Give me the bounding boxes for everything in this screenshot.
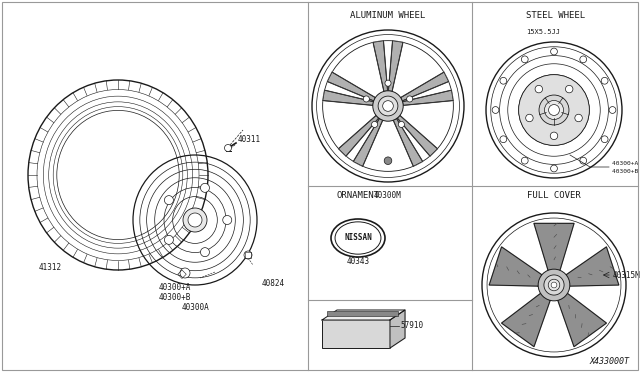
Circle shape xyxy=(372,91,403,121)
Circle shape xyxy=(580,56,587,63)
Circle shape xyxy=(378,96,398,116)
Circle shape xyxy=(580,157,587,164)
Circle shape xyxy=(609,107,616,113)
Circle shape xyxy=(384,157,392,164)
Text: 40300+B (BLACK): 40300+B (BLACK) xyxy=(612,170,640,174)
Polygon shape xyxy=(323,90,373,105)
Circle shape xyxy=(164,196,173,205)
Text: 41312: 41312 xyxy=(38,263,61,273)
Circle shape xyxy=(601,77,608,84)
Circle shape xyxy=(406,96,413,102)
Text: 40315M: 40315M xyxy=(613,270,640,279)
Polygon shape xyxy=(558,294,607,347)
Circle shape xyxy=(372,121,378,128)
Circle shape xyxy=(518,75,589,145)
Circle shape xyxy=(223,215,232,224)
Circle shape xyxy=(551,282,557,288)
Circle shape xyxy=(522,56,528,63)
Circle shape xyxy=(545,100,564,119)
Polygon shape xyxy=(502,294,550,347)
Circle shape xyxy=(566,85,573,93)
Circle shape xyxy=(188,213,202,227)
Circle shape xyxy=(244,251,252,259)
Circle shape xyxy=(601,136,608,142)
Circle shape xyxy=(364,96,369,102)
Circle shape xyxy=(525,114,533,122)
Text: 40300+A: 40300+A xyxy=(159,283,191,292)
Polygon shape xyxy=(390,310,405,348)
Bar xyxy=(178,270,186,279)
Polygon shape xyxy=(397,115,438,156)
Text: FULL COVER: FULL COVER xyxy=(527,192,581,201)
Polygon shape xyxy=(328,72,375,101)
Circle shape xyxy=(535,85,543,93)
Circle shape xyxy=(550,48,557,55)
Polygon shape xyxy=(322,310,405,320)
Circle shape xyxy=(550,132,557,140)
Polygon shape xyxy=(566,247,619,286)
Text: NISSAN: NISSAN xyxy=(344,234,372,243)
Circle shape xyxy=(550,165,557,172)
Circle shape xyxy=(383,101,394,111)
Text: 57910: 57910 xyxy=(400,321,423,330)
Circle shape xyxy=(385,80,391,86)
Circle shape xyxy=(539,95,569,125)
Ellipse shape xyxy=(331,219,385,257)
Text: ORNAMENT: ORNAMENT xyxy=(337,192,380,201)
Polygon shape xyxy=(388,41,403,92)
Polygon shape xyxy=(373,41,388,92)
Text: 15X5.5JJ: 15X5.5JJ xyxy=(526,29,560,35)
Circle shape xyxy=(200,248,209,257)
Text: ALUMINUM WHEEL: ALUMINUM WHEEL xyxy=(350,12,426,20)
Polygon shape xyxy=(489,247,542,286)
Text: 40311: 40311 xyxy=(238,135,261,144)
Circle shape xyxy=(200,183,209,192)
Bar xyxy=(322,320,390,348)
Text: 40300A: 40300A xyxy=(181,304,209,312)
Polygon shape xyxy=(403,90,453,105)
Text: 40343: 40343 xyxy=(346,257,369,266)
Circle shape xyxy=(500,77,507,84)
Polygon shape xyxy=(401,72,449,101)
Circle shape xyxy=(548,279,560,291)
Circle shape xyxy=(575,114,582,122)
Circle shape xyxy=(544,275,564,295)
Text: STEEL WHEEL: STEEL WHEEL xyxy=(527,12,586,20)
Polygon shape xyxy=(353,119,383,166)
Polygon shape xyxy=(394,119,422,166)
Circle shape xyxy=(522,157,528,164)
Circle shape xyxy=(180,268,190,278)
Ellipse shape xyxy=(57,110,179,240)
Text: 40300+B: 40300+B xyxy=(159,292,191,301)
Text: X433000T: X433000T xyxy=(590,357,630,366)
Circle shape xyxy=(492,107,499,113)
Text: 40300M: 40300M xyxy=(374,190,402,199)
Text: 40824: 40824 xyxy=(262,279,285,288)
Text: 40300+A (SILVER): 40300+A (SILVER) xyxy=(612,160,640,166)
Circle shape xyxy=(548,105,559,115)
Bar xyxy=(327,311,398,316)
Circle shape xyxy=(538,269,570,301)
Circle shape xyxy=(164,235,173,244)
Polygon shape xyxy=(534,223,574,270)
Polygon shape xyxy=(339,115,379,156)
Circle shape xyxy=(398,121,404,128)
Circle shape xyxy=(225,144,232,151)
Bar xyxy=(245,252,251,258)
Circle shape xyxy=(500,136,507,142)
Circle shape xyxy=(183,208,207,232)
